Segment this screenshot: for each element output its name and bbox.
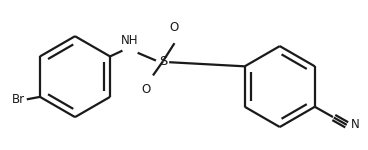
Text: N: N (351, 118, 360, 131)
Text: S: S (159, 55, 167, 68)
Text: NH: NH (121, 34, 139, 47)
Text: O: O (142, 83, 151, 96)
Text: Br: Br (12, 93, 25, 106)
Text: O: O (170, 21, 179, 34)
